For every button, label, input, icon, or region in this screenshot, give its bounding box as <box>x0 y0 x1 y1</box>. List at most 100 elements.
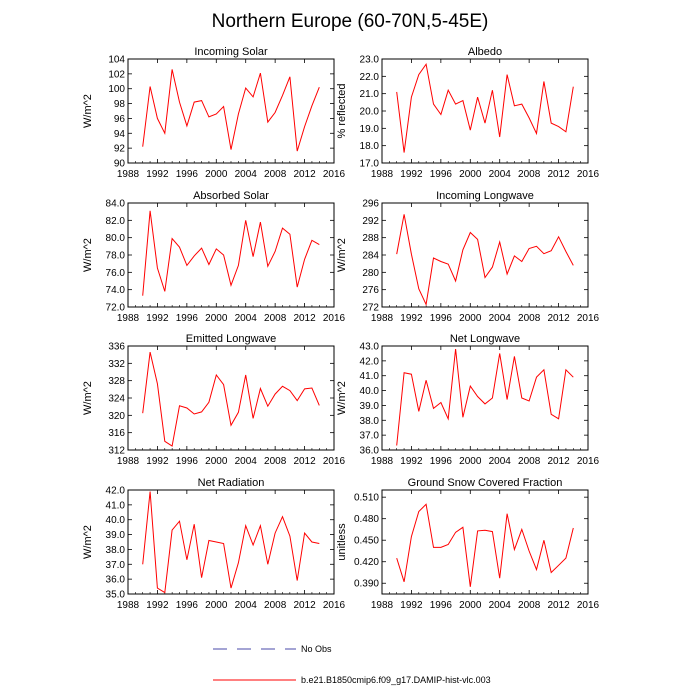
x-tick-label: 2012 <box>547 313 570 324</box>
x-tick-label: 1992 <box>146 600 169 611</box>
y-tick-label: 0.480 <box>354 514 379 525</box>
x-tick-label: 2000 <box>459 456 482 467</box>
panel-title-absorbed-solar: Absorbed Solar <box>193 190 269 202</box>
y-tick-label: 94 <box>114 129 126 140</box>
y-tick-label: 272 <box>362 303 379 314</box>
x-tick-label: 1996 <box>176 313 199 324</box>
x-tick-label: 2012 <box>293 313 316 324</box>
y-tick-label: 17.0 <box>360 159 380 170</box>
x-tick-label: 2008 <box>518 600 541 611</box>
y-tick-label: 36.0 <box>360 446 380 457</box>
y-tick-label: 292 <box>362 216 379 227</box>
y-tick-label: 36.0 <box>106 575 126 586</box>
x-tick-label: 2000 <box>459 600 482 611</box>
panel-title-emitted-longwave: Emitted Longwave <box>186 333 277 345</box>
y-tick-label: 284 <box>362 251 379 262</box>
x-tick-label: 2012 <box>547 600 570 611</box>
y-tick-label: 37.0 <box>106 560 126 571</box>
chart-panel-emitted-longwave: 1988 1992 1996 2000 2004 2008 2012 2016 312 316 32… <box>82 333 346 467</box>
y-tick-label: 19.0 <box>360 124 380 135</box>
x-tick-label: 1992 <box>146 169 169 180</box>
panel-title-net-longwave: Net Longwave <box>450 333 520 345</box>
x-tick-label: 2008 <box>518 313 541 324</box>
x-tick-label: 2000 <box>459 313 482 324</box>
x-tick-label: 2004 <box>489 456 512 467</box>
x-tick-label: 2004 <box>489 600 512 611</box>
y-tick-label: 18.0 <box>360 141 380 152</box>
x-tick-label: 1988 <box>371 456 394 467</box>
panel-title-ground-snow-covered-fraction: Ground Snow Covered Fraction <box>408 477 563 489</box>
y-tick-label: 72.0 <box>106 303 126 314</box>
x-tick-label: 2016 <box>577 169 600 180</box>
y-tick-label: 332 <box>108 359 125 370</box>
y-tick-label: 78.0 <box>106 251 126 262</box>
y-axis-label: W/m^2 <box>82 238 94 272</box>
series-line-emitted-longwave <box>142 351 320 447</box>
x-tick-label: 2000 <box>459 169 482 180</box>
x-tick-label: 2012 <box>547 169 570 180</box>
x-tick-label: 2008 <box>518 169 541 180</box>
y-tick-label: 0.450 <box>354 536 379 547</box>
y-tick-label: 35.0 <box>106 590 126 601</box>
x-tick-label: 1988 <box>117 313 140 324</box>
y-tick-label: 0.390 <box>354 579 379 590</box>
x-tick-label: 1988 <box>117 600 140 611</box>
y-tick-label: 42.0 <box>106 486 126 497</box>
series-line-ground-snow-covered-fraction <box>396 503 574 587</box>
panel-title-incoming-solar: Incoming Solar <box>194 46 268 58</box>
x-tick-label: 1988 <box>117 169 140 180</box>
x-tick-label: 2000 <box>205 456 228 467</box>
series-line-incoming-solar <box>142 69 320 152</box>
series-line-net-longwave <box>396 348 574 446</box>
x-tick-label: 1996 <box>430 169 453 180</box>
x-tick-label: 1992 <box>400 456 423 467</box>
y-tick-label: 280 <box>362 268 379 279</box>
y-tick-label: 98 <box>114 99 126 110</box>
x-tick-label: 1988 <box>371 169 394 180</box>
chart-panel-incoming-longwave: 1988 1992 1996 2000 2004 2008 2012 2016 272 276 28… <box>336 190 600 324</box>
y-axis-label: W/m^2 <box>82 525 94 559</box>
y-tick-label: 23.0 <box>360 55 380 66</box>
x-tick-label: 1996 <box>176 456 199 467</box>
y-tick-label: 39.0 <box>106 530 126 541</box>
series-line-net-radiation <box>142 491 320 594</box>
x-tick-label: 1996 <box>430 313 453 324</box>
plot-frame <box>127 58 335 164</box>
y-axis-label: W/m^2 <box>82 381 94 415</box>
x-tick-label: 2008 <box>518 456 541 467</box>
y-tick-label: 328 <box>108 376 125 387</box>
x-tick-label: 1996 <box>176 169 199 180</box>
y-axis-label: % reflected <box>336 83 348 138</box>
y-tick-label: 324 <box>108 394 125 405</box>
y-tick-label: 82.0 <box>106 216 126 227</box>
legend: No Obs b.e21.B1850cmip6.f09_g17.DAMIP-hi… <box>213 644 491 685</box>
chart-panel-albedo: 1988 1992 1996 2000 2004 2008 2012 2016 17.0 18.0… <box>336 46 600 180</box>
chart-panel-net-radiation: 1988 1992 1996 2000 2004 2008 2012 2016 35.0 36.0… <box>82 477 346 611</box>
x-tick-label: 2016 <box>323 600 346 611</box>
y-tick-label: 43.0 <box>360 342 380 353</box>
y-tick-label: 0.510 <box>354 493 379 504</box>
x-tick-label: 1996 <box>176 600 199 611</box>
panels-container: 1988 1992 1996 2000 2004 2008 2012 2016 90 92 94 96… <box>82 46 600 611</box>
y-tick-label: 37.0 <box>360 431 380 442</box>
x-tick-label: 2000 <box>205 169 228 180</box>
plot-frame <box>381 58 589 164</box>
x-tick-label: 2004 <box>235 313 258 324</box>
panel-title-incoming-longwave: Incoming Longwave <box>436 190 534 202</box>
series-line-incoming-longwave <box>396 214 574 307</box>
x-tick-label: 1996 <box>430 600 453 611</box>
chart-panel-incoming-solar: 1988 1992 1996 2000 2004 2008 2012 2016 90 92 94 96… <box>82 46 346 180</box>
y-tick-label: 40.0 <box>106 515 126 526</box>
x-tick-label: 2008 <box>264 169 287 180</box>
y-tick-label: 296 <box>362 199 379 210</box>
x-tick-label: 2000 <box>205 600 228 611</box>
y-tick-label: 312 <box>108 446 125 457</box>
y-tick-label: 80.0 <box>106 233 126 244</box>
y-axis-label: W/m^2 <box>336 381 348 415</box>
x-tick-label: 2004 <box>235 169 258 180</box>
x-tick-label: 1992 <box>400 313 423 324</box>
chart-panel-ground-snow-covered-fraction: 1988 1992 1996 2000 2004 2008 2012 2016 0.390 0.4… <box>336 477 600 611</box>
y-tick-label: 84.0 <box>106 199 126 210</box>
y-tick-label: 288 <box>362 233 379 244</box>
